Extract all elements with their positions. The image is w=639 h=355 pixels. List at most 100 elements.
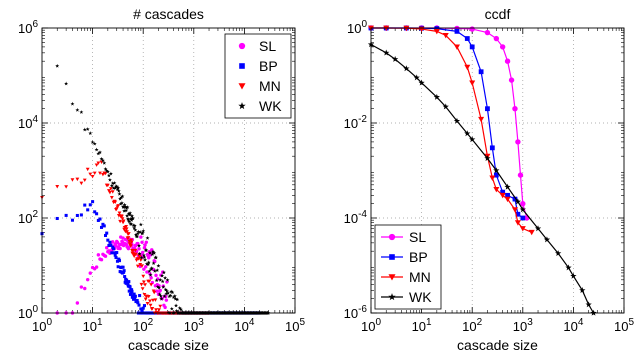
data-point-mn — [55, 185, 60, 189]
chart-title: ccdf — [485, 6, 511, 22]
data-point-wk — [127, 212, 132, 217]
x-tick-label-exp: 5 — [628, 317, 634, 328]
data-point-wk — [104, 168, 109, 173]
data-point-bp — [64, 213, 68, 217]
y-tick-label-base: 10 — [18, 211, 32, 226]
data-point-wk — [165, 277, 170, 282]
data-point-sl — [121, 236, 125, 240]
data-point-wk — [154, 255, 159, 260]
data-point-sl — [512, 106, 518, 112]
data-point-wk — [110, 181, 115, 185]
data-point-sl — [508, 77, 515, 83]
data-point-wk — [177, 305, 182, 310]
data-point-wk — [96, 151, 101, 156]
data-point-mn — [120, 217, 125, 221]
legend-entry-sl: SL — [381, 229, 426, 245]
data-point-wk — [174, 308, 179, 313]
data-point-bp — [103, 233, 108, 238]
data-point-mn — [442, 32, 449, 39]
data-point-bp — [125, 278, 129, 282]
data-point-sl — [154, 273, 158, 278]
y-tick-label-exp: -6 — [358, 304, 367, 315]
data-point-wk — [469, 136, 476, 143]
data-point-sl — [118, 246, 122, 251]
legend-label: WK — [259, 98, 282, 114]
data-point-bp — [86, 208, 90, 212]
data-point-sl — [83, 286, 87, 291]
data-point-mn — [121, 219, 126, 223]
axes-frame — [41, 27, 296, 314]
data-point-bp — [128, 285, 132, 289]
data-point-sl — [99, 257, 104, 262]
data-point-wk — [418, 79, 425, 86]
data-point-bp — [505, 192, 510, 198]
data-point-mn — [107, 189, 111, 193]
data-point-wk — [178, 307, 183, 312]
data-point-bp — [132, 292, 136, 296]
data-point-wk — [143, 257, 148, 262]
data-point-mn — [469, 80, 476, 86]
data-point-mn — [528, 229, 535, 236]
minor-ticks — [42, 28, 295, 313]
data-point-mn — [133, 248, 138, 253]
data-point-mn — [157, 308, 161, 312]
x-axis-label: cascade size — [128, 337, 209, 353]
data-point-sl — [94, 265, 99, 269]
data-point-wk — [141, 253, 146, 257]
data-point-bp — [110, 251, 114, 255]
legend-entry-bp: BP — [239, 58, 278, 74]
data-point-bp — [489, 145, 495, 151]
data-point-bp — [129, 292, 133, 296]
data-point-mn — [110, 190, 115, 194]
data-point-mn — [504, 196, 511, 203]
data-point-sl — [136, 241, 140, 246]
legend-marker-mn — [238, 83, 246, 90]
data-point-wk — [149, 266, 154, 270]
data-point-bp — [434, 26, 440, 32]
y-tick-label-base: 10 — [344, 211, 358, 226]
data-point-sl — [484, 29, 491, 36]
data-point-bp — [93, 210, 97, 214]
data-point-wk — [171, 295, 176, 300]
data-point-mn — [158, 304, 163, 309]
data-point-bp — [113, 253, 117, 257]
data-point-sl — [515, 139, 521, 145]
data-point-bp — [88, 203, 92, 207]
data-point-mn — [117, 211, 122, 215]
data-point-wk — [157, 292, 162, 296]
data-point-bp — [500, 189, 506, 195]
data-point-bp — [127, 289, 131, 293]
data-point-sl — [143, 265, 148, 269]
y-tick-label-base: 10 — [347, 21, 361, 36]
x-tick-label-base: 10 — [614, 319, 628, 334]
data-point-sl — [145, 270, 149, 274]
data-point-wk — [160, 273, 165, 278]
data-point-mn — [125, 230, 129, 234]
data-point-mn — [118, 219, 123, 224]
data-point-sl — [88, 271, 92, 275]
data-point-bp — [115, 259, 119, 263]
data-point-wk — [147, 269, 152, 273]
data-point-mn — [108, 190, 112, 195]
legend-entry-mn: MN — [381, 269, 431, 285]
legend-entry-bp: BP — [381, 249, 428, 265]
data-point-bp — [109, 243, 113, 247]
data-point-mn — [453, 44, 460, 50]
data-point-wk — [121, 204, 126, 209]
data-point-mn — [127, 239, 132, 244]
data-point-mn — [138, 258, 143, 262]
data-point-bp — [106, 238, 110, 242]
legend-label: BP — [259, 58, 278, 74]
data-point-bp — [121, 265, 125, 269]
y-tick-label-base: 10 — [344, 116, 358, 131]
x-axis-label: cascade size — [457, 337, 538, 353]
data-point-bp — [127, 280, 131, 284]
data-point-wk — [142, 255, 147, 259]
legend-entry-wk: WK — [381, 289, 432, 305]
data-point-wk — [132, 225, 137, 230]
data-point-wk — [154, 278, 159, 283]
data-point-wk — [138, 230, 143, 234]
data-point-bp — [123, 275, 127, 279]
